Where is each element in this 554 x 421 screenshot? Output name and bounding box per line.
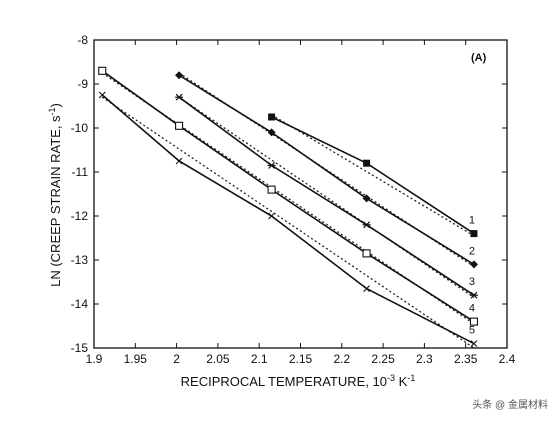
series-line-5 xyxy=(101,94,475,345)
series-line-3 xyxy=(178,96,475,296)
marker-open-square xyxy=(362,249,371,258)
marker-filled-square xyxy=(363,159,371,167)
marker-asterisk xyxy=(362,221,371,229)
x-tick-label: 2.3 xyxy=(416,352,433,366)
markers: 1 2 3 4 5 xyxy=(98,66,479,347)
x-tick-label: 2.4 xyxy=(499,352,516,366)
marker-asterisk xyxy=(175,93,184,101)
marker-stroke xyxy=(268,212,275,220)
y-axis-title: LN (CREEP STRAIN RATE, s-1) xyxy=(47,103,63,287)
fit-line xyxy=(271,114,475,237)
marker-cross xyxy=(175,157,183,165)
y-tick-label: -14 xyxy=(71,297,89,311)
marker-filled-diamond xyxy=(267,128,276,137)
x-axis-title-main: RECIPROCAL TEMPERATURE, 10 xyxy=(181,374,387,389)
x-tick-label: 2.1 xyxy=(251,352,268,366)
marker-cross xyxy=(268,212,275,220)
x-tick-label: 2.25 xyxy=(371,352,395,366)
marker-stroke xyxy=(98,91,106,99)
marker-cross xyxy=(98,91,106,99)
curve-label-2: 2 xyxy=(469,245,475,257)
axis-ticks: 1.9 1.95 2 2.05 2.1 2.15 2.2 2.25 2.3 2.35 2.4 -8 -9… xyxy=(71,33,516,366)
y-axis-title-tail: ) xyxy=(48,103,63,107)
x-tick-label: 1.95 xyxy=(124,352,148,366)
watermark: 头条 @ 金属材料 xyxy=(472,398,548,411)
x-tick-label: 2.05 xyxy=(206,352,230,366)
curve-label-5: 5 xyxy=(469,325,475,337)
y-tick-label: -13 xyxy=(71,253,89,267)
marker-stroke xyxy=(470,291,478,299)
x-axis-title-sup2: -1 xyxy=(407,373,415,383)
marker-open-square xyxy=(175,121,184,130)
x-tick-label: 2.35 xyxy=(454,352,478,366)
panel-tag: (A) xyxy=(471,52,487,64)
series-lines xyxy=(101,70,475,345)
marker-filled-diamond xyxy=(469,260,478,269)
marker-asterisk xyxy=(267,161,276,169)
x-axis-title-tail: K xyxy=(395,374,408,389)
y-axis-title-sup: -1 xyxy=(47,107,57,115)
marker-open-square xyxy=(98,66,107,75)
series-line-2 xyxy=(178,74,475,266)
marker-filled-diamond xyxy=(362,194,371,203)
marker-stroke xyxy=(268,161,276,169)
plot-frame xyxy=(93,39,508,349)
marker-open-square xyxy=(267,185,276,194)
y-tick-label: -9 xyxy=(77,77,88,91)
y-tick-label: -10 xyxy=(71,121,89,135)
marker-filled-square xyxy=(268,113,276,121)
marker-stroke xyxy=(363,285,370,292)
x-axis-title: RECIPROCAL TEMPERATURE, 10-3 K-1 xyxy=(181,373,416,389)
y-tick-label: -12 xyxy=(71,209,89,223)
fit-line xyxy=(101,96,475,349)
y-tick-label: -8 xyxy=(77,33,88,47)
marker-asterisk xyxy=(469,291,478,299)
marker-cross xyxy=(363,285,370,292)
y-tick-label: -15 xyxy=(71,341,89,355)
marker-stroke xyxy=(363,221,371,229)
x-axis-title-sup: -3 xyxy=(387,373,395,383)
marker-filled-diamond xyxy=(175,71,184,80)
marker-stroke xyxy=(175,157,183,165)
y-axis-title-main: LN (CREEP STRAIN RATE, s xyxy=(48,115,63,287)
x-tick-label: 1.9 xyxy=(86,352,103,366)
fit-line xyxy=(178,96,475,298)
marker-cross xyxy=(470,340,478,347)
fit-lines xyxy=(101,72,475,349)
marker-stroke xyxy=(175,93,183,101)
x-tick-label: 2.15 xyxy=(289,352,313,366)
y-tick-label: -11 xyxy=(72,165,89,179)
plot-border xyxy=(93,39,508,349)
curve-label-4: 4 xyxy=(469,303,475,315)
x-tick-label: 2 xyxy=(173,352,180,366)
marker-open-square xyxy=(469,317,479,326)
curve-label-3: 3 xyxy=(469,276,475,288)
marker-filled-square xyxy=(470,230,478,238)
marker-stroke xyxy=(470,340,478,347)
curve-label-1: 1 xyxy=(469,215,475,227)
x-tick-label: 2.2 xyxy=(333,352,350,366)
